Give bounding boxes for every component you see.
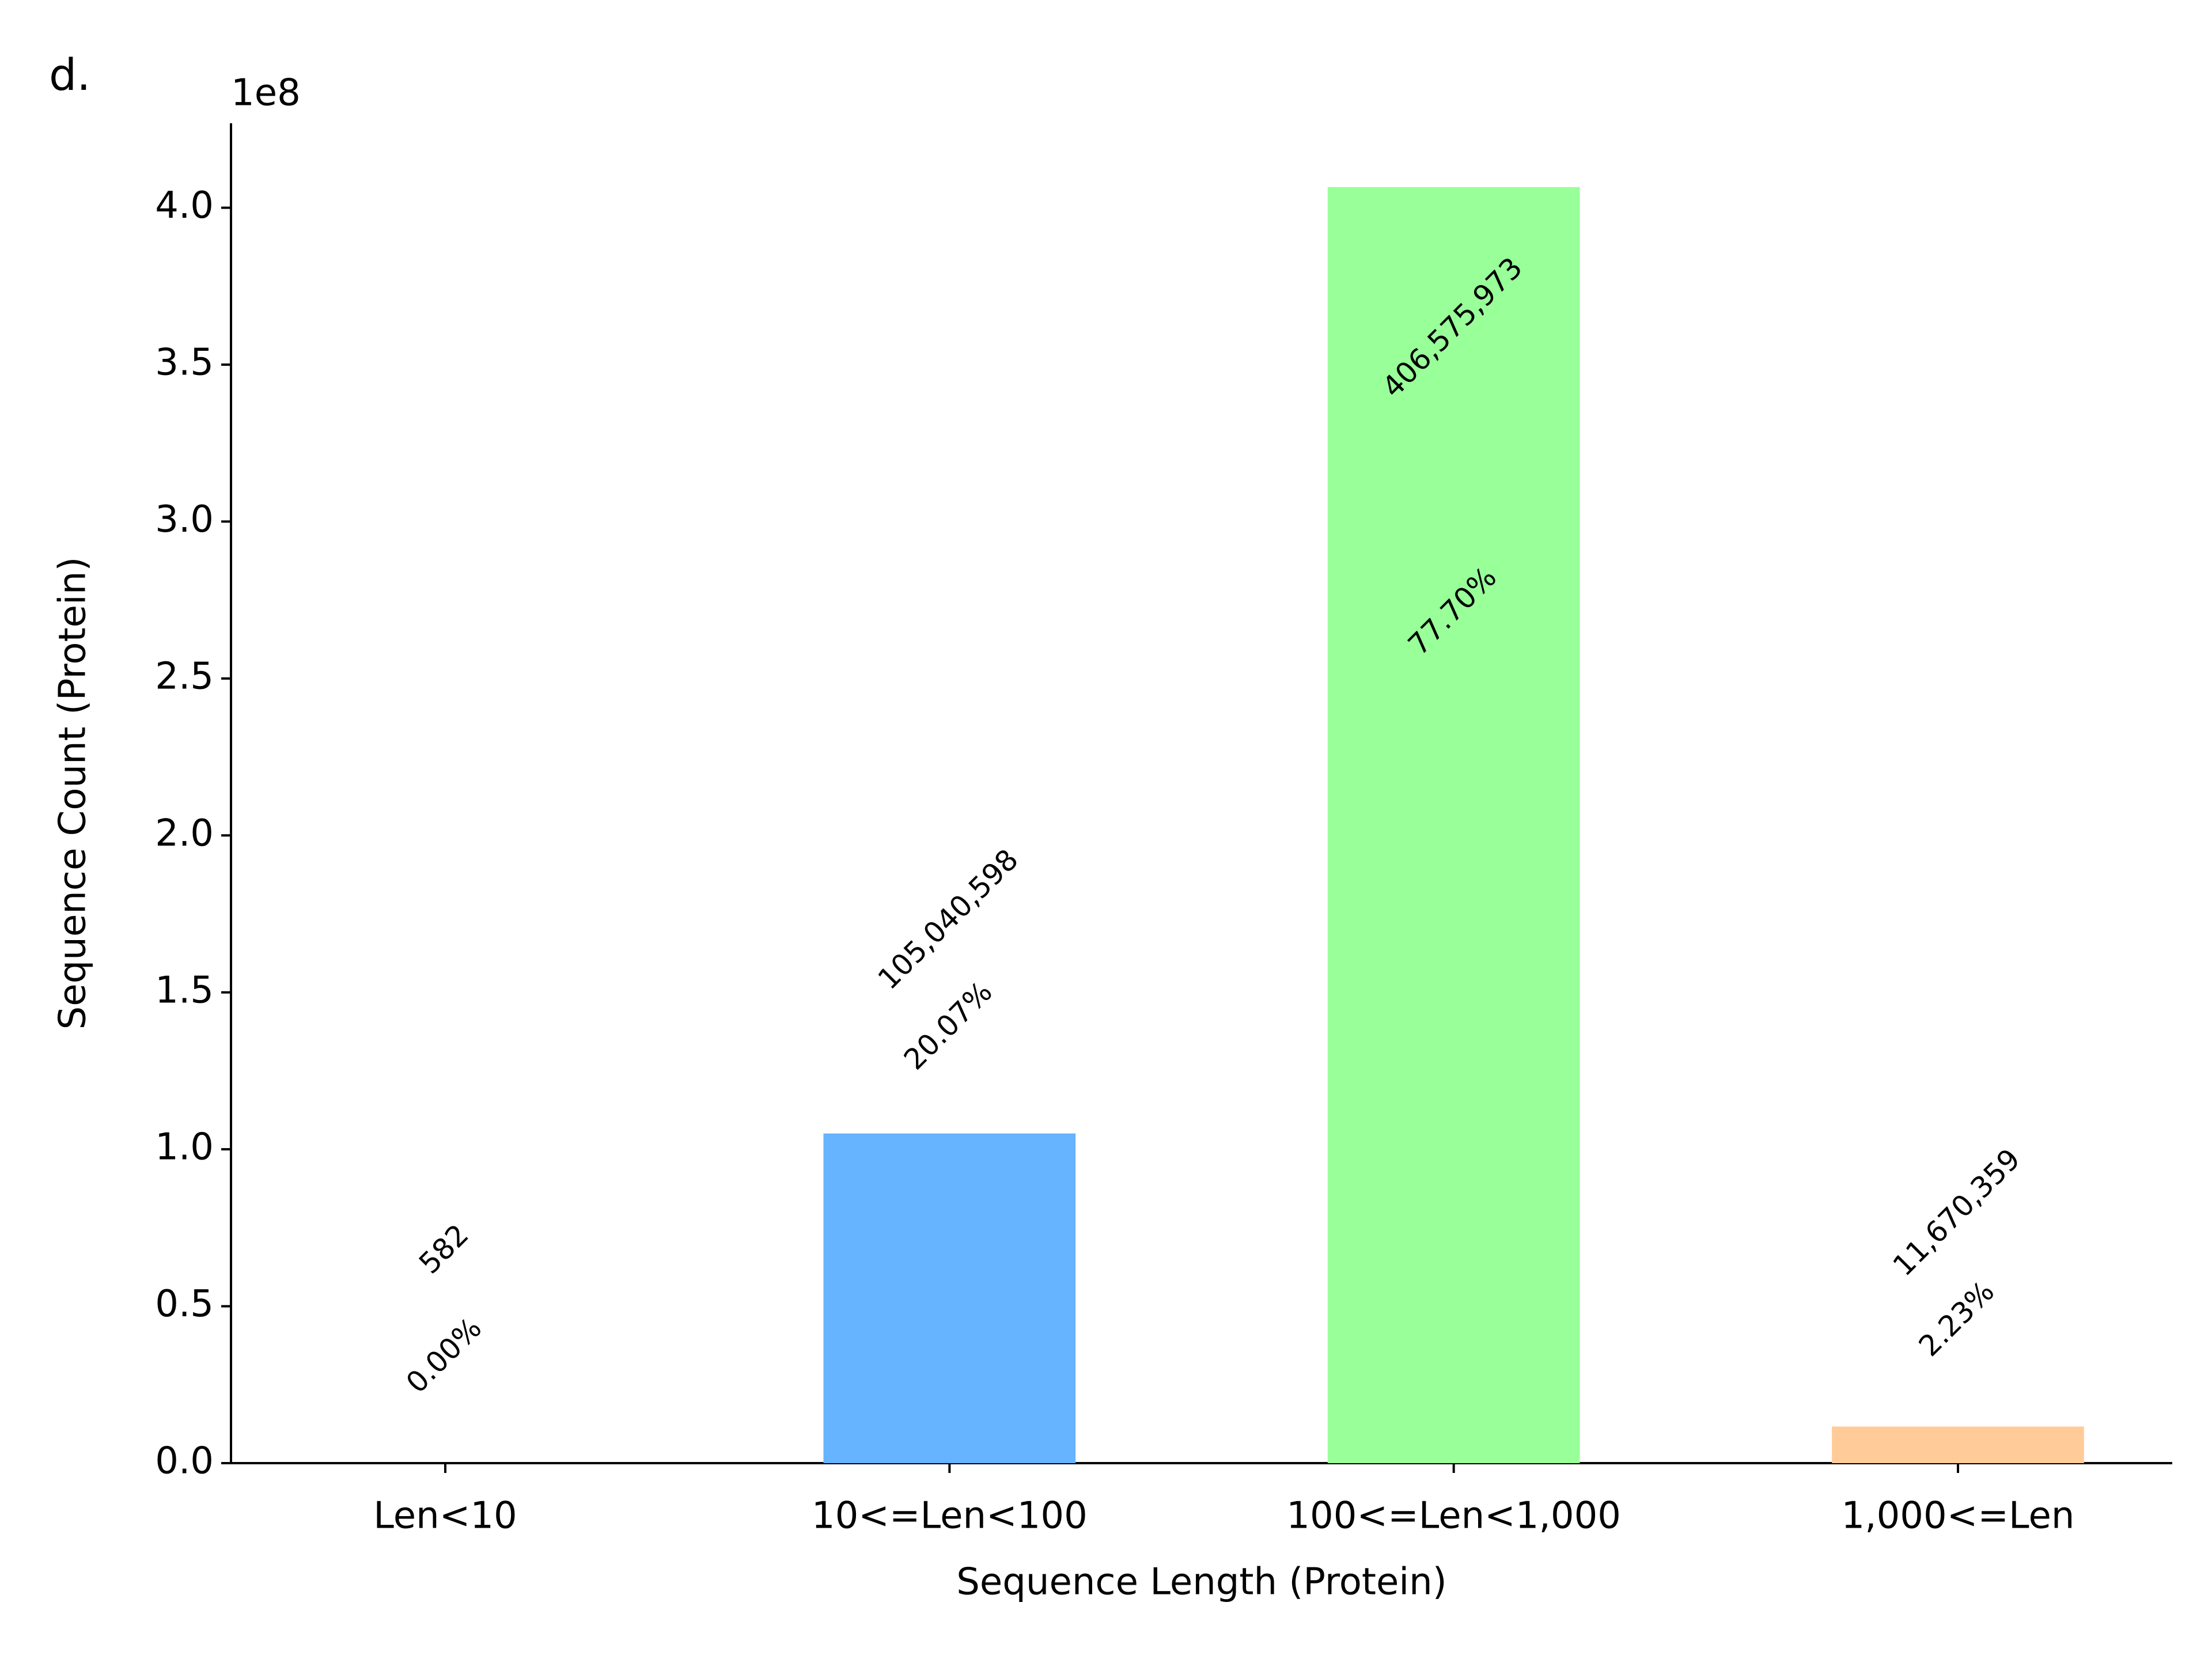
y-tick-label: 3.5 bbox=[155, 342, 214, 384]
percent-label: 2.23% bbox=[1912, 1275, 2001, 1363]
y-tick-label: 3.0 bbox=[155, 498, 214, 541]
y-tick-label: 2.0 bbox=[155, 812, 214, 855]
panel-label: d. bbox=[49, 49, 90, 100]
offset-label: 1e8 bbox=[231, 72, 301, 115]
y-tick-label: 2.5 bbox=[155, 655, 214, 698]
value-label: 582 bbox=[412, 1218, 475, 1280]
x-tick-label: 100<=Len<1,000 bbox=[1286, 1495, 1621, 1537]
x-tick-label: 1,000<=Len bbox=[1842, 1495, 2075, 1537]
y-tick-label: 1.5 bbox=[155, 969, 214, 1012]
percent-label: 20.07% bbox=[897, 975, 999, 1077]
bar bbox=[823, 1133, 1076, 1463]
y-tick-label: 0.5 bbox=[155, 1283, 214, 1325]
bar bbox=[1832, 1426, 2084, 1463]
y-tick-label: 0.0 bbox=[155, 1440, 214, 1483]
x-tick-label: Len<10 bbox=[373, 1495, 517, 1537]
y-tick-label: 1.0 bbox=[155, 1126, 214, 1169]
value-label: 11,670,359 bbox=[1887, 1142, 2027, 1282]
value-label: 105,040,598 bbox=[872, 843, 1025, 996]
y-axis-label: Sequence Count (Protein) bbox=[52, 557, 94, 1030]
x-tick-label: 10<=Len<100 bbox=[812, 1495, 1088, 1537]
y-tick-label: 4.0 bbox=[155, 184, 214, 227]
x-axis-label: Sequence Length (Protein) bbox=[956, 1561, 1446, 1604]
percent-label: 0.00% bbox=[400, 1311, 488, 1399]
bar bbox=[1327, 187, 1580, 1464]
